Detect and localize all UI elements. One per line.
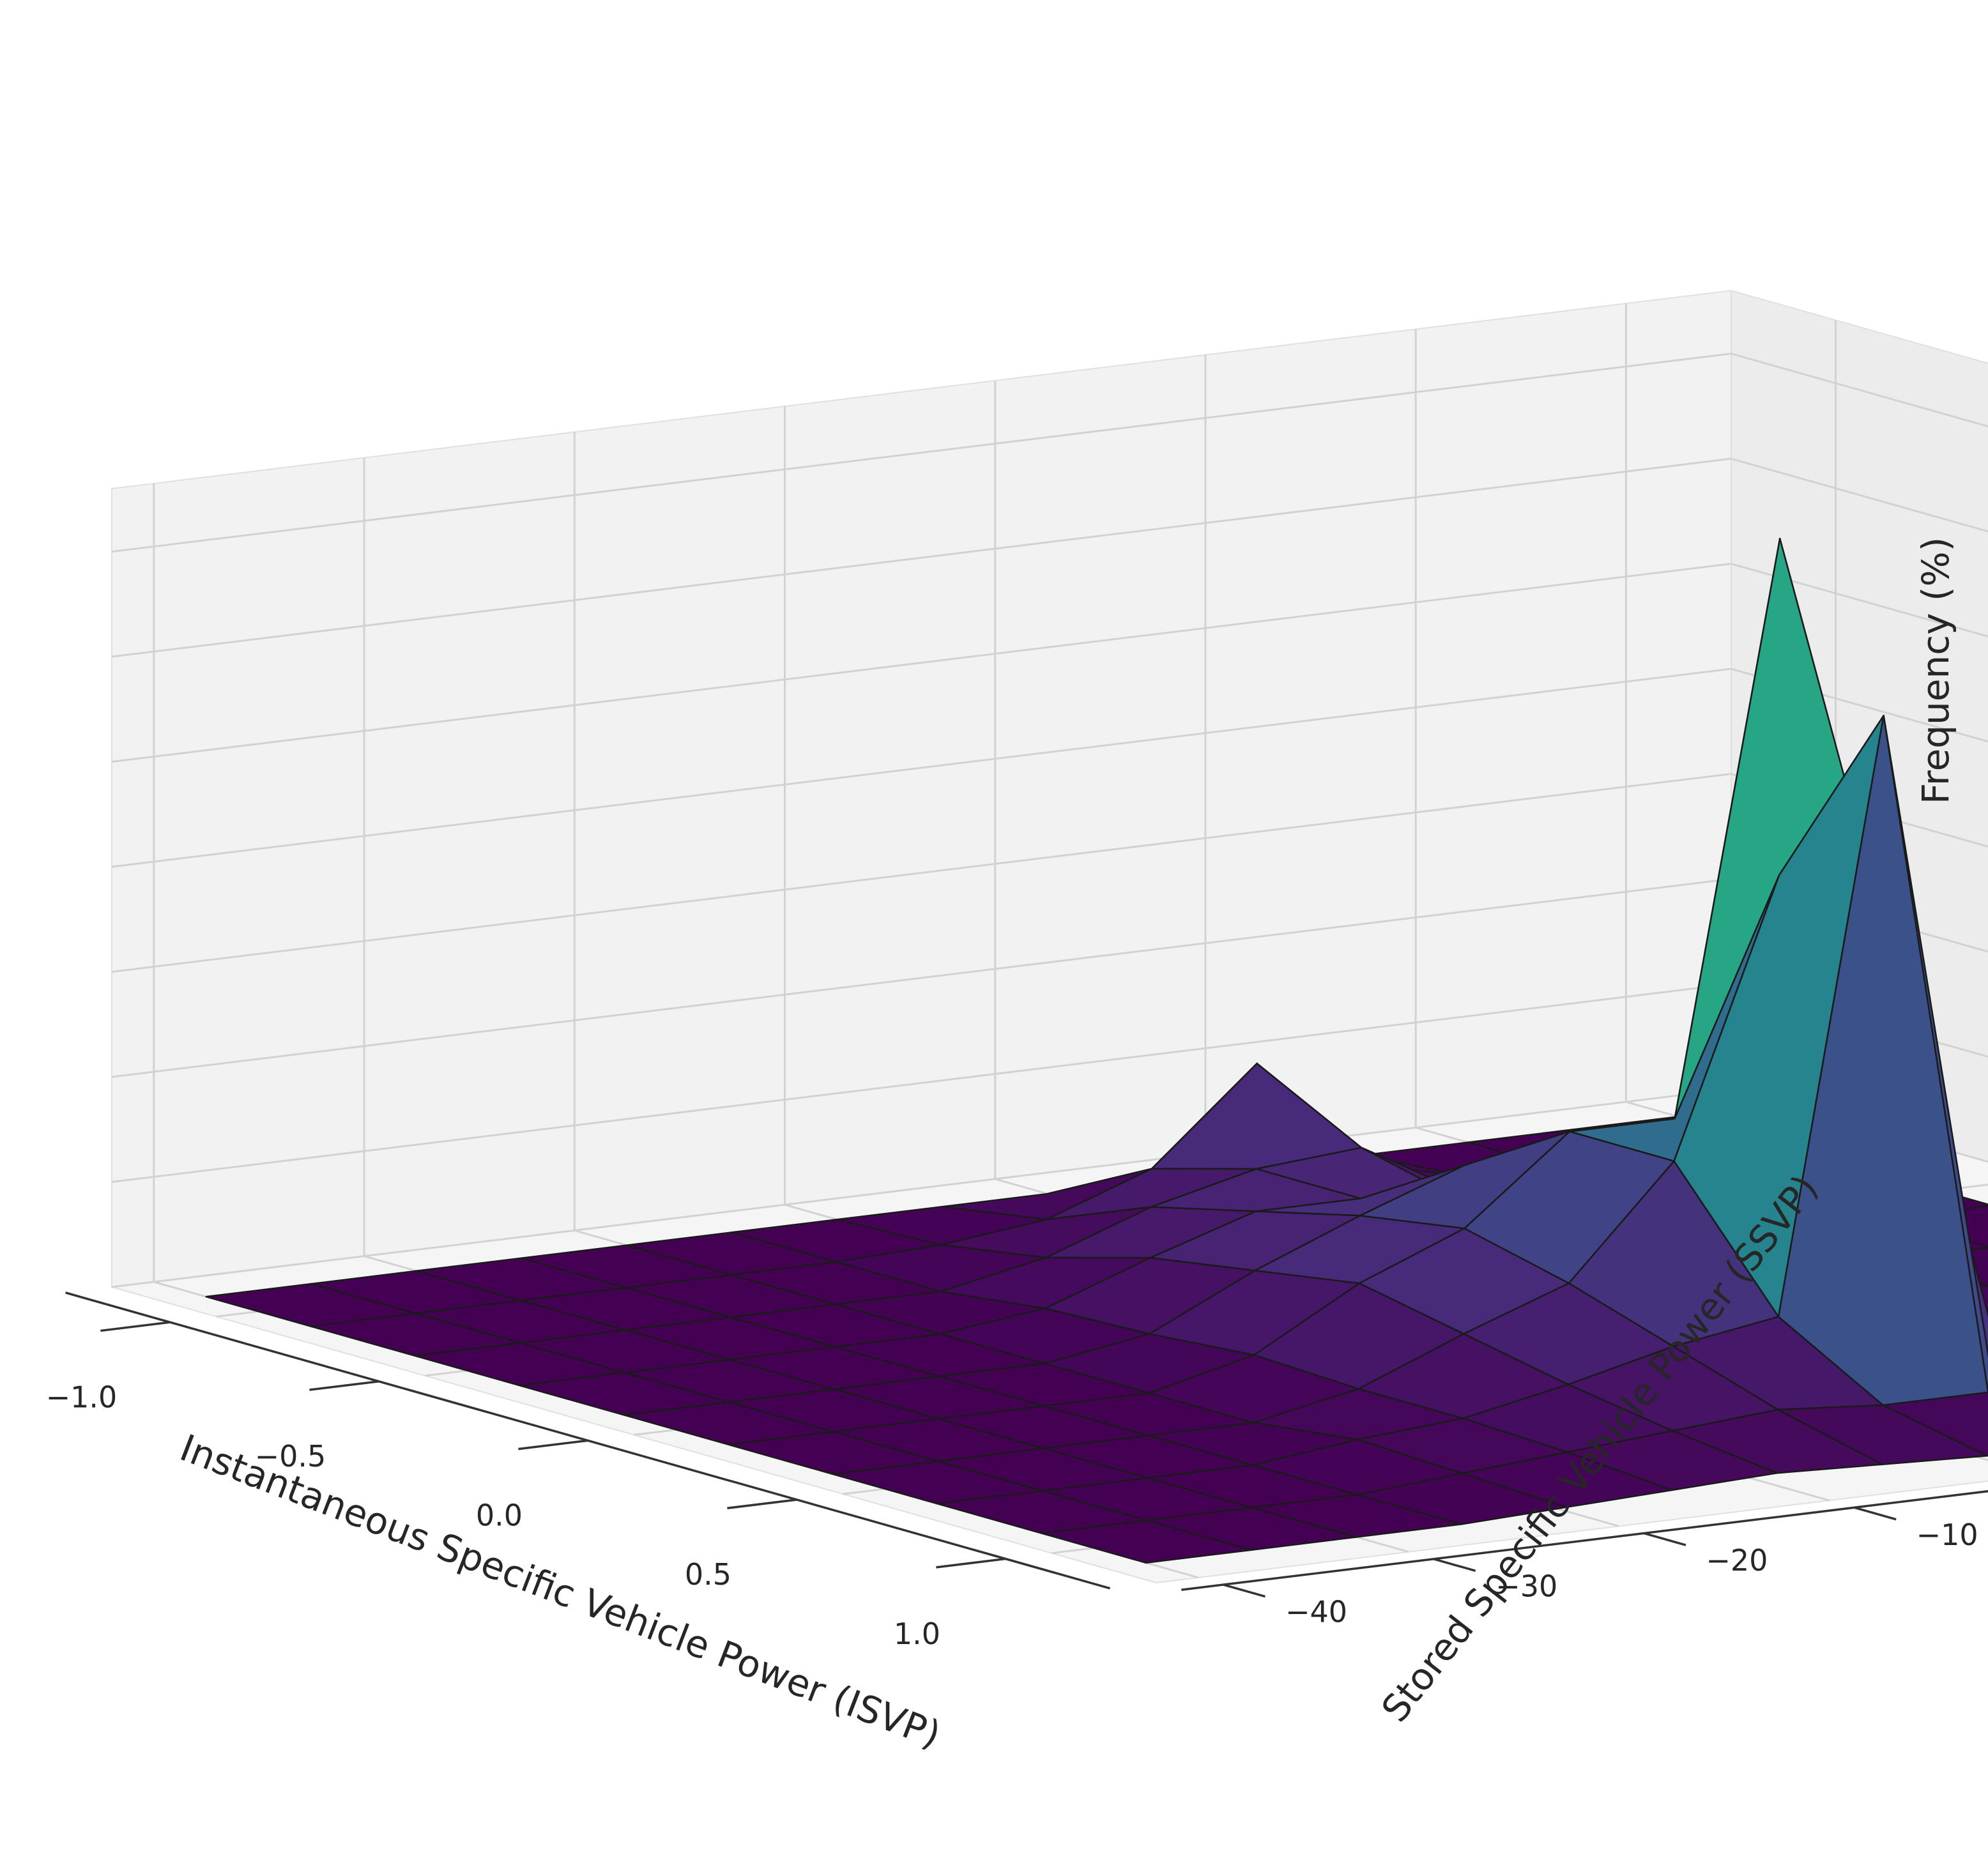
- gridline-z-back: [1731, 457, 1988, 533]
- y-tick: [1644, 1532, 1686, 1546]
- axis-lines-and-ticks: −1.0−0.50.00.51.0−40−30−20−1001020300.02…: [46, 1291, 1988, 1651]
- surface-patch: [1041, 1520, 1252, 1564]
- gridline-z-left: [111, 353, 1732, 553]
- x-tick: [518, 1439, 588, 1451]
- surface: [205, 537, 1988, 1564]
- y-tick-label: −10: [1916, 1518, 1978, 1552]
- z-axis-title: Frequency (%): [1914, 537, 1957, 804]
- y-axis-line: [1181, 1489, 1988, 1591]
- x-tick-label: 1.0: [894, 1617, 940, 1651]
- gridline-z-left: [111, 457, 1732, 658]
- gridline-z-left: [111, 878, 1732, 1078]
- y-tick: [1223, 1583, 1265, 1598]
- gridline-z-back: [1731, 353, 1988, 428]
- y-tick-label: −40: [1285, 1595, 1347, 1629]
- y-tick-label: −20: [1706, 1543, 1768, 1578]
- x-tick: [936, 1557, 1006, 1569]
- y-tick: [1854, 1506, 1897, 1521]
- y-tick-label: −30: [1495, 1569, 1557, 1603]
- gridline-z-left: [111, 983, 1732, 1184]
- gridline-z-back: [1731, 773, 1988, 848]
- gridline-z-left: [111, 667, 1732, 868]
- gridline-z-left: [111, 563, 1732, 763]
- x-tick-label: 0.5: [685, 1557, 731, 1592]
- gridline-z-left: [111, 773, 1732, 973]
- gridline-z-back: [1731, 667, 1988, 743]
- x-tick: [727, 1498, 797, 1509]
- x-tick-label: −0.5: [255, 1439, 326, 1474]
- x-tick-label: −1.0: [46, 1380, 118, 1414]
- gridline-z-back: [1731, 563, 1988, 638]
- y-tick: [1433, 1558, 1476, 1573]
- gridline-z-left: [111, 1088, 1732, 1288]
- x-tick: [100, 1321, 171, 1332]
- x-tick-label: 0.0: [476, 1498, 523, 1533]
- x-tick: [309, 1380, 379, 1391]
